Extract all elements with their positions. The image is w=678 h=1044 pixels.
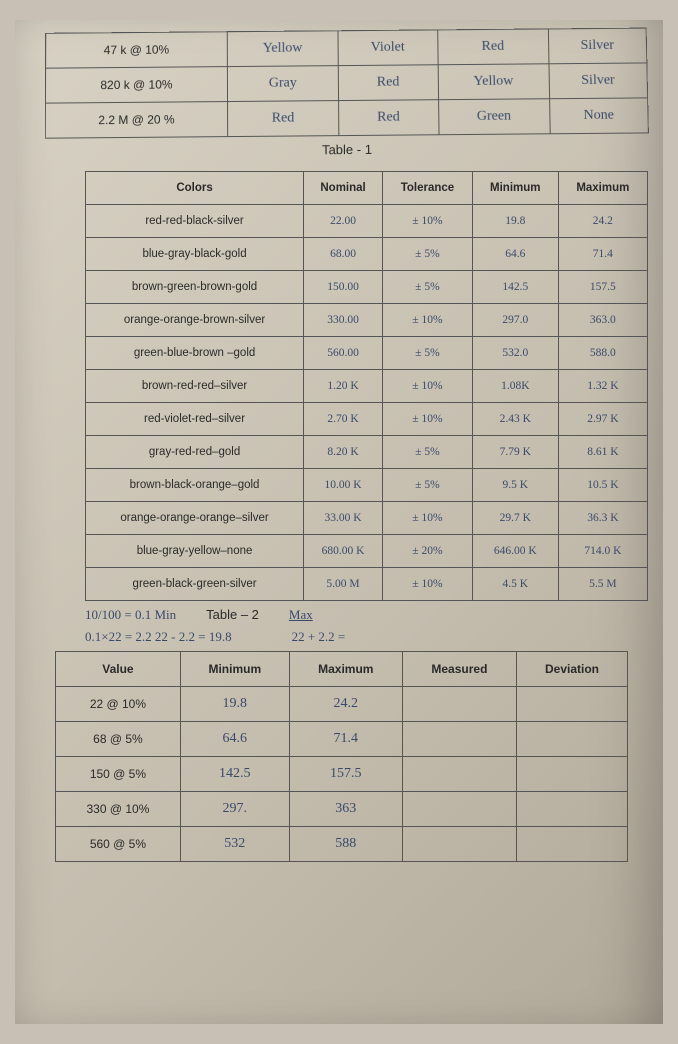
band-cell: Gray — [227, 66, 338, 102]
table-row: green-black-green-silver5.00 M± 10%4.5 K… — [86, 568, 648, 601]
table-row: 560 @ 5%532588 — [56, 827, 628, 862]
table-row: brown-red-red–silver1.20 K± 10%1.08K1.32… — [86, 370, 648, 403]
table-row: 330 @ 10%297.363 — [56, 792, 628, 827]
table-row: 820 k @ 10% Gray Red Yellow Silver — [45, 63, 647, 103]
table-header-row: Value Minimum Maximum Measured Deviation — [56, 652, 628, 687]
col-nominal: Nominal — [304, 172, 383, 205]
col-min: Minimum — [180, 652, 289, 687]
col-maximum: Maximum — [558, 172, 647, 205]
band-cell: None — [549, 98, 648, 134]
table-row: 22 @ 10%19.824.2 — [56, 687, 628, 722]
table-row: blue-gray-black-gold68.00± 5%64.671.4 — [86, 238, 648, 271]
table-row: green-blue-brown –gold560.00± 5%532.0588… — [86, 337, 648, 370]
col-deviation: Deviation — [516, 652, 627, 687]
handwritten-notes-line2: 0.1×22 = 2.2 22 - 2.2 = 19.8 22 + 2.2 = — [85, 629, 648, 645]
table-row: 2.2 M @ 20 % Red Red Green None — [45, 98, 648, 138]
nominal-tolerance-table: Colors Nominal Tolerance Minimum Maximum… — [85, 171, 648, 601]
table-row: red-violet-red–silver2.70 K± 10%2.43 K2.… — [86, 403, 648, 436]
table-row: blue-gray-yellow–none680.00 K± 20%646.00… — [86, 535, 648, 568]
value-cell: 2.2 M @ 20 % — [45, 102, 227, 139]
table-header-row: Colors Nominal Tolerance Minimum Maximum — [86, 172, 648, 205]
band-cell: Yellow — [438, 64, 549, 100]
table2-caption: Table – 2 — [206, 607, 259, 622]
table0-caption: Table - 1 — [45, 139, 650, 159]
col-colors: Colors — [86, 172, 304, 205]
resistor-color-table: 47 k @ 10% Yellow Violet Red Silver 820 … — [45, 28, 649, 139]
band-cell: Green — [438, 99, 550, 135]
note-left: 10/100 = 0.1 Min — [85, 607, 176, 623]
band-cell: Silver — [548, 63, 647, 99]
table-row: orange-orange-brown-silver330.00± 10%297… — [86, 304, 648, 337]
col-max: Maximum — [289, 652, 402, 687]
table-row: 68 @ 5%64.671.4 — [56, 722, 628, 757]
band-cell: Silver — [548, 28, 647, 64]
table-row: brown-green-brown-gold150.00± 5%142.5157… — [86, 271, 648, 304]
col-minimum: Minimum — [472, 172, 558, 205]
note-line2b: 22 + 2.2 = — [292, 629, 346, 645]
note-right: Max — [289, 607, 313, 623]
col-measured: Measured — [402, 652, 516, 687]
col-tolerance: Tolerance — [383, 172, 473, 205]
band-cell: Violet — [338, 30, 438, 66]
band-cell: Red — [338, 65, 438, 101]
table-row: orange-orange-orange–silver33.00 K± 10%2… — [86, 502, 648, 535]
band-cell: Yellow — [227, 31, 338, 67]
band-cell: Red — [437, 29, 548, 65]
value-cell: 820 k @ 10% — [45, 67, 227, 104]
band-cell: Red — [338, 100, 438, 136]
table-row: 47 k @ 10% Yellow Violet Red Silver — [46, 28, 647, 68]
table-row: gray-red-red–gold8.20 K± 5%7.79 K8.61 K — [86, 436, 648, 469]
band-cell: Red — [227, 101, 338, 137]
table-row: 150 @ 5%142.5157.5 — [56, 757, 628, 792]
note-line2a: 0.1×22 = 2.2 22 - 2.2 = 19.8 — [85, 629, 232, 645]
table-row: brown-black-orange–gold10.00 K± 5%9.5 K1… — [86, 469, 648, 502]
table-row: red-red-black-silver22.00± 10%19.824.2 — [86, 205, 648, 238]
value-cell: 47 k @ 10% — [46, 32, 228, 68]
col-value: Value — [56, 652, 181, 687]
handwritten-notes: 10/100 = 0.1 Min Table – 2 Max — [85, 607, 648, 623]
value-min-max-table: Value Minimum Maximum Measured Deviation… — [55, 651, 628, 862]
